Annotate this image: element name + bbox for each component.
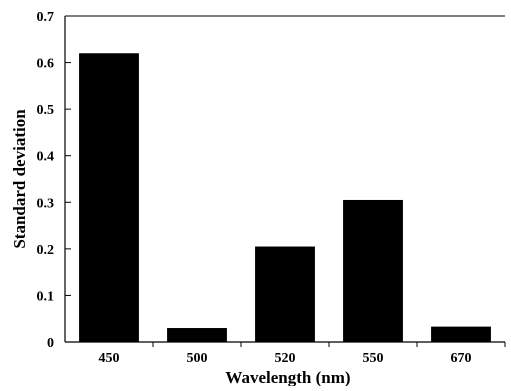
x-tick-label-550: 550 xyxy=(363,351,384,366)
x-ticks-group: 450 500 520 550 670 xyxy=(99,342,506,366)
x-axis-title: Wavelength (nm) xyxy=(225,368,350,386)
x-tick-label-670: 670 xyxy=(451,351,472,366)
bar-670 xyxy=(431,326,491,342)
y-tick-label: 0.5 xyxy=(37,103,55,118)
y-ticks-group: 0 0.1 0.2 0.3 0.4 0.5 0.6 0.7 xyxy=(37,10,71,351)
y-tick-label: 0.4 xyxy=(37,150,55,165)
bar-520 xyxy=(255,246,315,342)
y-tick-label: 0.7 xyxy=(37,10,55,25)
y-axis-title: Standard deviation xyxy=(10,109,29,249)
bar-550 xyxy=(343,199,403,342)
x-tick-label-520: 520 xyxy=(275,351,296,366)
y-tick-label: 0.2 xyxy=(37,243,55,258)
y-tick-label: 0.6 xyxy=(37,57,55,72)
x-tick-label-500: 500 xyxy=(187,351,208,366)
bars-group xyxy=(79,53,491,342)
bar-450 xyxy=(79,53,139,342)
x-tick-label-450: 450 xyxy=(99,351,120,366)
y-tick-label: 0 xyxy=(47,336,54,351)
y-tick-label: 0.3 xyxy=(37,196,55,211)
bar-500 xyxy=(167,328,227,342)
y-tick-label: 0.1 xyxy=(37,289,55,304)
